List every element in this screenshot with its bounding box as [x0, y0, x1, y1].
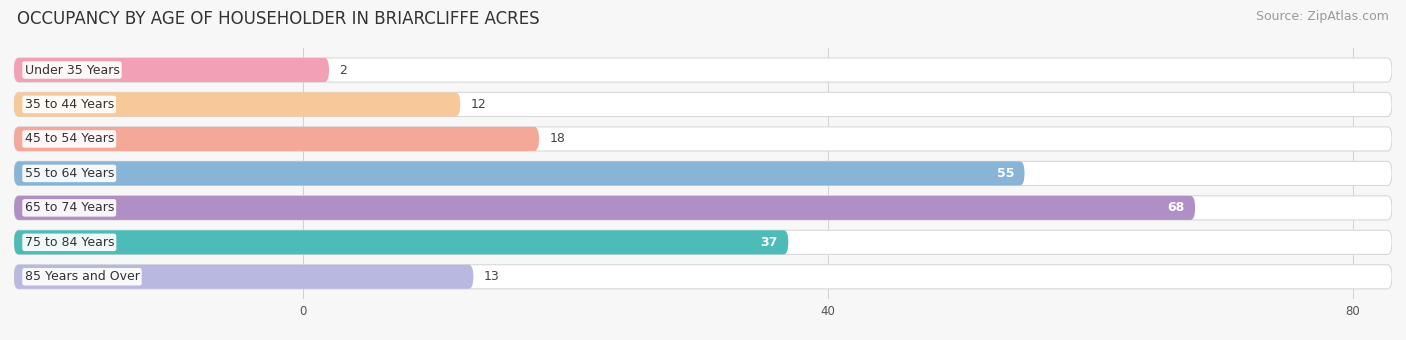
- Text: 55: 55: [997, 167, 1014, 180]
- FancyBboxPatch shape: [14, 230, 789, 254]
- Text: 18: 18: [550, 133, 565, 146]
- Text: 75 to 84 Years: 75 to 84 Years: [24, 236, 114, 249]
- Text: 13: 13: [484, 270, 499, 283]
- Text: 45 to 54 Years: 45 to 54 Years: [24, 133, 114, 146]
- FancyBboxPatch shape: [14, 127, 538, 151]
- Text: 68: 68: [1167, 201, 1185, 214]
- FancyBboxPatch shape: [14, 230, 1392, 254]
- Text: 37: 37: [761, 236, 778, 249]
- Text: 2: 2: [339, 64, 347, 76]
- FancyBboxPatch shape: [14, 265, 474, 289]
- FancyBboxPatch shape: [14, 58, 1392, 82]
- Text: 12: 12: [471, 98, 486, 111]
- FancyBboxPatch shape: [14, 58, 329, 82]
- Text: OCCUPANCY BY AGE OF HOUSEHOLDER IN BRIARCLIFFE ACRES: OCCUPANCY BY AGE OF HOUSEHOLDER IN BRIAR…: [17, 10, 540, 28]
- Text: 85 Years and Over: 85 Years and Over: [24, 270, 139, 283]
- Text: Under 35 Years: Under 35 Years: [24, 64, 120, 76]
- FancyBboxPatch shape: [14, 196, 1392, 220]
- FancyBboxPatch shape: [14, 196, 1195, 220]
- Text: Source: ZipAtlas.com: Source: ZipAtlas.com: [1256, 10, 1389, 23]
- Text: 55 to 64 Years: 55 to 64 Years: [24, 167, 114, 180]
- FancyBboxPatch shape: [14, 127, 1392, 151]
- Text: 65 to 74 Years: 65 to 74 Years: [24, 201, 114, 214]
- FancyBboxPatch shape: [14, 265, 1392, 289]
- Text: 35 to 44 Years: 35 to 44 Years: [24, 98, 114, 111]
- FancyBboxPatch shape: [14, 92, 1392, 117]
- FancyBboxPatch shape: [14, 162, 1392, 185]
- FancyBboxPatch shape: [14, 92, 460, 117]
- FancyBboxPatch shape: [14, 162, 1025, 185]
